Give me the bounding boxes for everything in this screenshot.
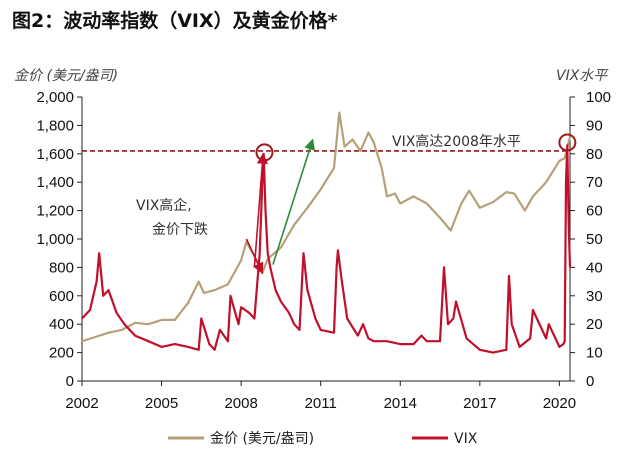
vix-line: [81, 144, 572, 354]
left-tick-label: 1,800: [36, 117, 74, 134]
vix-peak-2020-circle: [558, 133, 577, 152]
right-tick-label: 0: [586, 373, 594, 390]
right-tick-label: 100: [586, 89, 611, 106]
left-tick-label: 1,200: [36, 203, 74, 220]
annotation-vix-high: VIX高达2008年水平: [392, 133, 521, 150]
left-tick-label: 0: [66, 373, 74, 390]
red-arrow-up: [253, 152, 268, 268]
right-tick-label: 80: [586, 146, 603, 163]
right-axis-label: VIX水平: [556, 68, 609, 84]
left-tick-label: 1,600: [36, 146, 74, 163]
left-tick-label: 1,000: [36, 231, 74, 248]
series-gold: [81, 111, 572, 343]
right-tick-label: 50: [586, 231, 603, 248]
x-axis: 2002 2005 2008 2011 2014 2017 2020: [65, 380, 576, 412]
annotation-crash-line1: VIX高企,: [136, 197, 192, 214]
x-tick-label: 2017: [463, 395, 496, 412]
left-axis: 0 200 400 600 800 1,000 1,200 1,400 1,600 1,800 2,…: [36, 89, 83, 390]
legend: 金价 (美元/盎司) VIX: [168, 431, 478, 447]
legend-vix-label: VIX: [454, 431, 478, 447]
left-axis-label: 金价 (美元/盎司): [14, 68, 118, 84]
green-arrow: [272, 138, 316, 265]
left-tick-label: 200: [49, 345, 74, 362]
right-tick-label: 40: [586, 259, 603, 276]
right-axis: 0 10 20 30 40 50 60 70 80 90 100: [569, 89, 611, 390]
x-tick-label: 2014: [384, 395, 417, 412]
x-tick-label: 2011: [305, 395, 337, 412]
left-tick-label: 1,400: [36, 174, 74, 191]
red-arrow-down: [245, 238, 264, 275]
right-tick-label: 10: [586, 345, 603, 362]
annotation-crash-line2: 金价下跌: [152, 222, 208, 238]
left-tick-label: 800: [49, 259, 74, 276]
chart-title: 图2：波动率指数（VIX）及黄金价格*: [12, 10, 338, 32]
left-tick-label: 600: [49, 288, 74, 305]
right-tick-label: 20: [586, 316, 603, 333]
left-tick-label: 400: [49, 316, 74, 333]
gold-price-line: [81, 111, 572, 343]
x-tick-label: 2008: [224, 395, 257, 412]
x-tick-label: 2020: [543, 395, 576, 412]
x-tick-label: 2002: [65, 395, 98, 412]
legend-gold-label: 金价 (美元/盎司): [210, 431, 314, 447]
series-vix: [81, 144, 572, 354]
left-tick-label: 2,000: [36, 89, 74, 106]
right-tick-label: 60: [586, 203, 603, 220]
right-tick-label: 90: [586, 117, 603, 134]
x-tick-label: 2005: [145, 395, 178, 412]
right-tick-label: 70: [586, 174, 603, 191]
right-tick-label: 30: [586, 288, 603, 305]
